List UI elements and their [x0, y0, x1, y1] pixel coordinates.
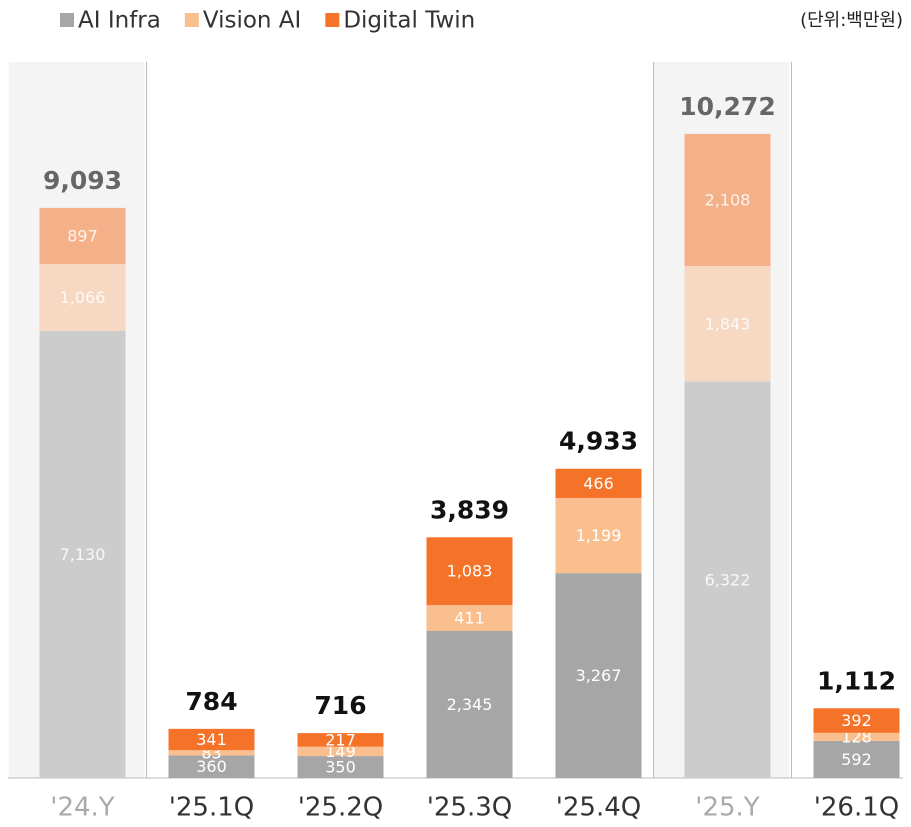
bar-segment: [555, 497, 642, 574]
x-tick-label: '25.3Q: [427, 793, 513, 823]
bar-segment: [426, 630, 513, 778]
value-label: 1,083: [447, 562, 493, 581]
bar-segment: [684, 133, 771, 267]
legend-label: AI Infra: [78, 8, 161, 34]
value-label: 2,108: [705, 190, 751, 209]
value-label: 897: [67, 226, 98, 245]
total-label: 3,839: [430, 495, 509, 524]
bar-segment: [297, 733, 384, 747]
bar-segment: [426, 605, 513, 631]
legend-label: Digital Twin: [343, 8, 475, 34]
bar-segment: [39, 207, 126, 265]
total-label: 10,272: [679, 92, 775, 121]
value-label: 7,130: [60, 545, 106, 564]
x-tick-label: '25.1Q: [169, 793, 255, 823]
legend-swatch: [184, 13, 199, 27]
value-label: 392: [841, 711, 872, 730]
bar-segment: [684, 381, 771, 778]
value-label: 1,199: [576, 526, 622, 545]
value-label: 1,843: [705, 314, 751, 333]
legend-label: Vision AI: [203, 8, 301, 34]
bar-segment: [684, 266, 771, 382]
value-label: 360: [196, 757, 227, 776]
bar-segment: [555, 573, 642, 778]
x-tick-label: '25.Y: [695, 793, 759, 823]
value-label: 466: [583, 474, 614, 493]
total-label: 716: [314, 691, 366, 720]
bar-segment: [168, 755, 255, 778]
bar-segment: [168, 750, 255, 756]
x-tick-label: '24.Y: [50, 793, 114, 823]
x-tick-label: '26.1Q: [814, 793, 900, 823]
value-label: 592: [841, 750, 872, 769]
total-label: 4,933: [559, 427, 638, 456]
x-tick-label: '25.2Q: [298, 793, 384, 823]
legend-swatch: [325, 13, 340, 27]
value-label: 1,066: [60, 288, 106, 307]
bar-segment: [297, 746, 384, 757]
total-label: 1,112: [817, 666, 896, 695]
bar-segment: [168, 728, 255, 751]
bar-segment: [426, 537, 513, 606]
legend-swatch: [60, 13, 74, 27]
bar-segment: [813, 732, 900, 741]
total-label: 784: [185, 687, 237, 716]
value-label: 2,345: [447, 695, 493, 714]
value-label: 411: [454, 609, 485, 628]
x-tick-label: '25.4Q: [556, 793, 642, 823]
bar-segment: [813, 708, 900, 733]
value-label: 3,267: [576, 666, 622, 685]
bar-segment: [297, 756, 384, 778]
total-label: 9,093: [43, 166, 122, 195]
bar-segment: [39, 264, 126, 331]
value-label: 217: [325, 730, 356, 749]
unit-note: (단위:백만원): [800, 10, 903, 31]
bar-segment: [555, 468, 642, 498]
bar-segment: [813, 740, 900, 778]
value-label: 341: [196, 730, 227, 749]
bar-segment: [39, 330, 126, 778]
value-label: 6,322: [705, 570, 751, 589]
value-label: 350: [325, 758, 356, 777]
